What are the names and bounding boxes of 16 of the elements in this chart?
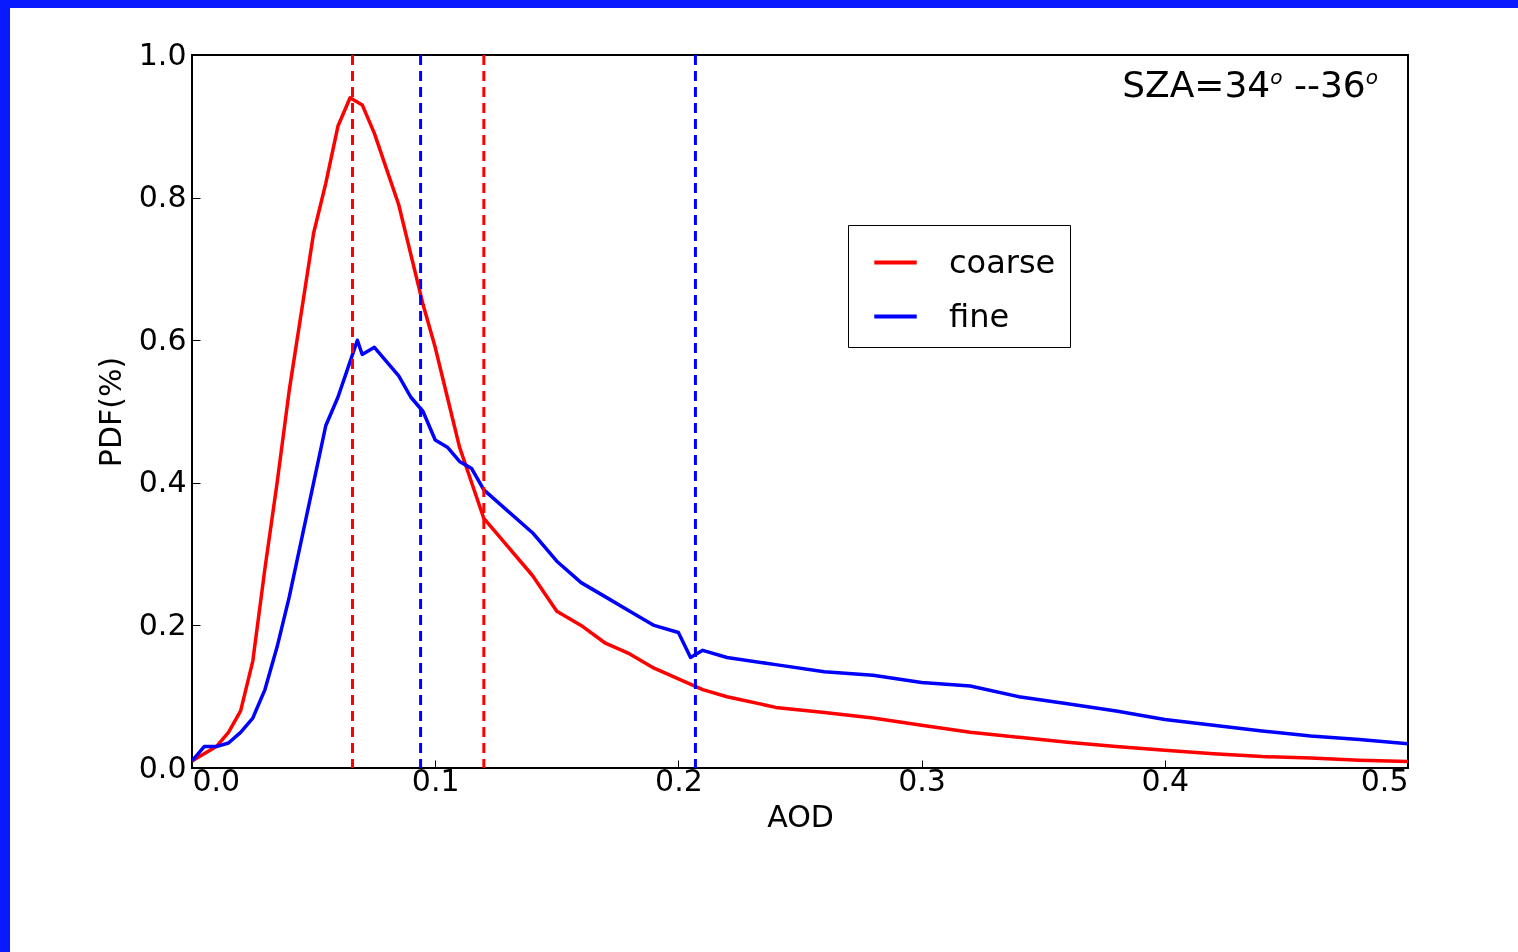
y-tick-label: 0.2 <box>138 606 187 642</box>
x-axis-title: AOD <box>767 798 834 834</box>
x-tick-label: 0.0 <box>192 762 241 798</box>
y-axis-title: PDF(%) <box>92 356 128 468</box>
y-tick-label: 0.8 <box>138 179 187 215</box>
legend-label: fine <box>949 296 1010 335</box>
y-tick-label: 0.6 <box>138 321 187 357</box>
x-tick-label: 0.4 <box>1141 762 1190 798</box>
y-tick-label: 1.0 <box>138 36 187 72</box>
x-tick-label: 0.5 <box>1360 762 1409 798</box>
x-tick-label: 0.3 <box>898 762 946 798</box>
x-tick-label: 0.1 <box>411 762 460 798</box>
legend-label: coarse <box>949 242 1056 281</box>
y-tick-label: 0.4 <box>138 464 187 500</box>
annotation: SZA=34$^{o}$ --36$^{o}$ <box>1122 64 1378 105</box>
x-tick-label: 0.2 <box>655 762 703 798</box>
